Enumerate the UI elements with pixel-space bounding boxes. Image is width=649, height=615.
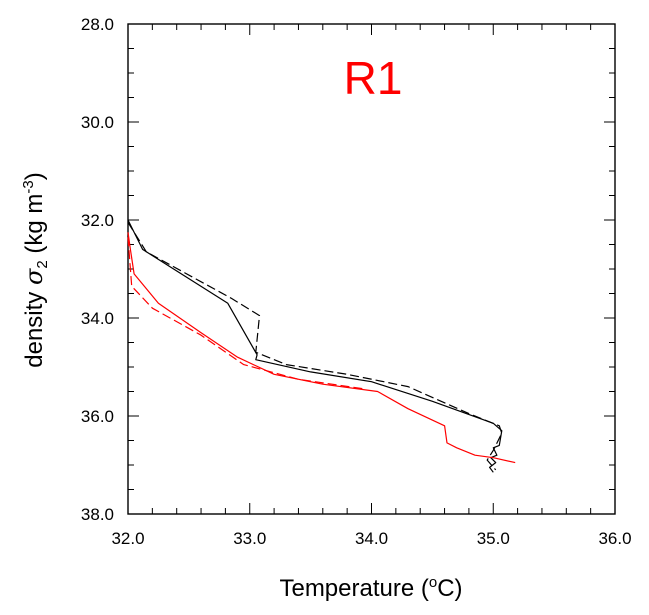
sigma-subscript: 2 — [34, 260, 51, 268]
y-tick-label: 38.0 — [81, 505, 114, 524]
axis-ticks — [127, 23, 616, 515]
black-dashed-profile-line — [127, 222, 503, 471]
axis-tick-labels: 32.0 33.0 34.0 35.0 36.0 28.0 30.0 32.0 34.0 36.0… — [81, 15, 632, 548]
y-axis-title-units: (kg m — [21, 194, 48, 261]
y-axis-title-superscript: -3 — [20, 180, 37, 193]
x-axis-title-end: C) — [437, 575, 462, 602]
x-tick-label: 35.0 — [477, 529, 510, 548]
x-axis-title-main: Temperature ( — [279, 575, 428, 602]
x-axis-title: Temperature (oC) — [279, 574, 462, 602]
y-axis-title: density σ2 (kg m-3) — [20, 172, 51, 367]
y-axis-title-end: ) — [21, 172, 48, 180]
x-tick-label: 34.0 — [355, 529, 388, 548]
y-tick-label: 28.0 — [81, 15, 114, 34]
x-axis-title-superscript: o — [429, 574, 437, 591]
x-tick-label: 32.0 — [111, 529, 144, 548]
sigma-symbol: σ — [20, 268, 48, 285]
chart-title: R1 — [344, 52, 403, 104]
red-dashed-profile-line — [127, 237, 366, 390]
x-tick-label: 36.0 — [598, 529, 631, 548]
y-tick-label: 32.0 — [81, 211, 114, 230]
data-series — [127, 219, 516, 473]
red-solid-profile-line — [127, 232, 516, 464]
y-tick-label: 30.0 — [81, 113, 114, 132]
y-tick-label: 36.0 — [81, 407, 114, 426]
y-axis-title-prefix: density — [21, 285, 48, 368]
y-tick-label: 34.0 — [81, 309, 114, 328]
x-tick-label: 33.0 — [233, 529, 266, 548]
